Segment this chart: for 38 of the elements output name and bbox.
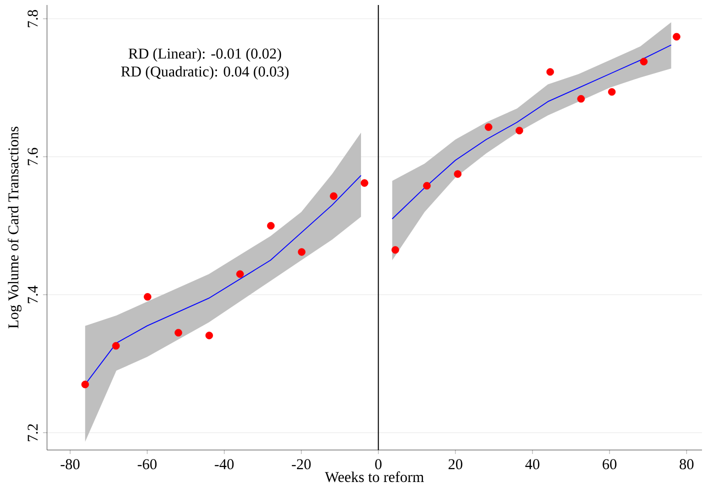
point bbox=[577, 95, 585, 103]
x-tick-label: -80 bbox=[60, 459, 80, 470]
x-axis-title: Weeks to reform bbox=[324, 471, 424, 482]
x-tick-label: 0 bbox=[375, 459, 382, 470]
point bbox=[423, 182, 431, 190]
annotation: RD (Quadratic): 0.04 (0.03) bbox=[121, 66, 289, 80]
x-tick-label: 40 bbox=[525, 459, 540, 470]
x-tick-label: 60 bbox=[602, 459, 616, 470]
point bbox=[484, 123, 492, 131]
y-tick-label: 7.2 bbox=[28, 424, 38, 442]
x-tick-label: -60 bbox=[138, 459, 157, 470]
point bbox=[516, 126, 524, 134]
point bbox=[298, 248, 306, 256]
point bbox=[81, 380, 89, 388]
point bbox=[205, 332, 214, 340]
point bbox=[112, 342, 120, 350]
point bbox=[236, 270, 244, 278]
point bbox=[608, 88, 616, 96]
point bbox=[330, 192, 338, 200]
point bbox=[267, 222, 275, 230]
line-series bbox=[392, 44, 672, 220]
y-tick-label: 7.8 bbox=[28, 10, 38, 28]
y-tick-label: 7.4 bbox=[28, 286, 38, 304]
point bbox=[144, 293, 152, 301]
point bbox=[360, 179, 368, 187]
point bbox=[546, 68, 554, 76]
x-tick-label: 80 bbox=[680, 459, 694, 470]
annotation: RD (Linear): -0.01 (0.02) bbox=[128, 48, 282, 62]
point bbox=[174, 328, 182, 337]
x-tick-label: -40 bbox=[214, 459, 234, 470]
y-axis-title: Log Volume of Card Transactions bbox=[8, 126, 22, 328]
point bbox=[392, 246, 400, 254]
point bbox=[454, 170, 462, 178]
x-tick-label: -20 bbox=[292, 459, 311, 470]
point bbox=[672, 32, 680, 41]
x-tick-label: 20 bbox=[448, 459, 462, 470]
point bbox=[640, 58, 648, 66]
y-tick-label: 7.6 bbox=[28, 148, 38, 166]
